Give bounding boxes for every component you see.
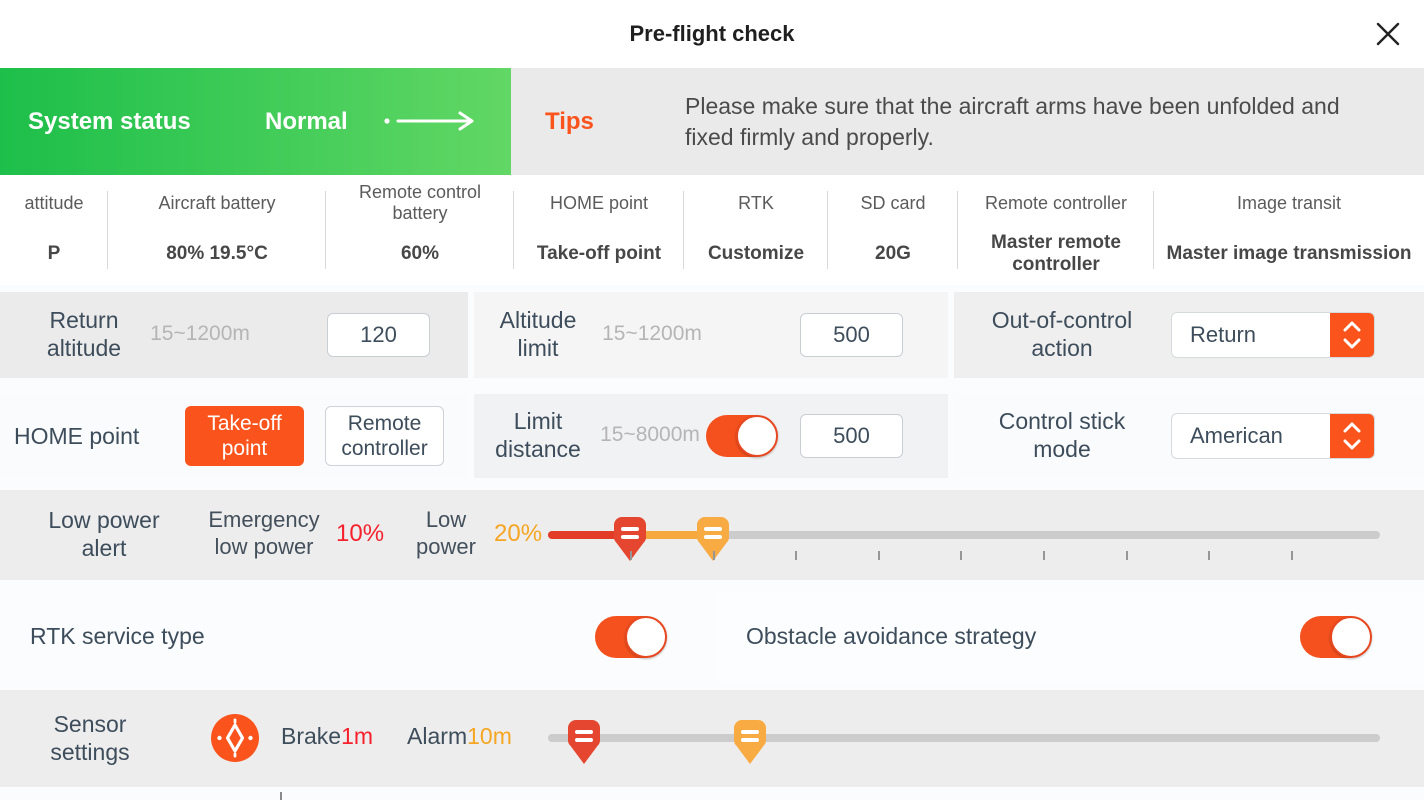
home-point-remote-button[interactable]: Remote controller bbox=[325, 406, 444, 466]
sensor-slider-track[interactable] bbox=[548, 734, 1380, 742]
status-aircraft-battery: Aircraft battery 80% 19.5°C bbox=[108, 175, 326, 285]
partial-tick bbox=[280, 792, 282, 800]
obstacle-avoidance-cell: Obstacle avoidance strategy bbox=[716, 592, 1424, 682]
status-sd-card: SD card 20G bbox=[828, 175, 958, 285]
toggle-knob bbox=[1330, 616, 1372, 658]
low-power-label: Low power bbox=[416, 507, 476, 559]
alarm-value: 10m bbox=[467, 723, 512, 749]
status-rc-battery: Remote control battery 60% bbox=[326, 175, 514, 285]
close-icon[interactable] bbox=[1374, 20, 1402, 48]
status-banner: System status Normal Tips Please make su… bbox=[0, 68, 1424, 175]
out-of-control-select[interactable]: Return bbox=[1171, 312, 1375, 358]
low-power-value: 20% bbox=[494, 520, 543, 547]
status-label: HOME point bbox=[549, 192, 649, 213]
system-status-value: Normal bbox=[265, 108, 348, 135]
brake-label: Brake bbox=[281, 723, 342, 749]
limit-distance-range: 15~8000m bbox=[600, 423, 700, 446]
home-point-cell: HOME point Take-off point Remote control… bbox=[0, 394, 468, 478]
obstacle-sensor-icon[interactable] bbox=[211, 714, 259, 762]
limit-distance-toggle[interactable] bbox=[706, 415, 778, 457]
header: Pre-flight check bbox=[0, 0, 1424, 68]
control-stick-mode-select[interactable]: American bbox=[1171, 413, 1375, 459]
status-value: 60% bbox=[400, 243, 440, 264]
status-bar: attitude P Aircraft battery 80% 19.5°C R… bbox=[0, 175, 1424, 285]
status-value: 80% 19.5°C bbox=[166, 243, 268, 264]
obstacle-avoidance-label: Obstacle avoidance strategy bbox=[746, 623, 1037, 649]
low-power-alert-row: Low power alert Emergency low power 10% … bbox=[0, 490, 1424, 580]
slider-red-segment bbox=[548, 531, 631, 539]
emergency-low-power-slider-handle[interactable] bbox=[613, 516, 647, 562]
home-point-takeoff-button[interactable]: Take-off point bbox=[185, 406, 304, 466]
control-stick-mode-cell: Control stick mode American bbox=[954, 394, 1424, 478]
slider-amber-segment bbox=[630, 531, 714, 539]
tips-panel: Tips Please make sure that the aircraft … bbox=[511, 68, 1424, 175]
status-label: attitude bbox=[24, 192, 84, 213]
status-value: 20G bbox=[875, 243, 911, 264]
low-power-alert-label: Low power alert bbox=[48, 507, 160, 561]
altitude-limit-cell: Altitude limit 15~1200m bbox=[474, 292, 948, 378]
control-stick-mode-selected: American bbox=[1190, 423, 1283, 448]
out-of-control-cell: Out-of-control action Return bbox=[954, 292, 1424, 378]
status-home-point: HOME point Take-off point bbox=[514, 175, 684, 285]
status-attitude: attitude P bbox=[0, 175, 108, 285]
chevron-up-down-icon bbox=[1330, 414, 1374, 458]
status-value: Master image transmission bbox=[1166, 243, 1412, 264]
altitude-limit-label: Altitude limit bbox=[499, 307, 577, 361]
status-value: Customize bbox=[707, 243, 805, 264]
out-of-control-selected: Return bbox=[1190, 322, 1257, 347]
low-power-slider-handle[interactable] bbox=[696, 516, 730, 562]
rtk-service-toggle[interactable] bbox=[595, 616, 667, 658]
status-image-transit: Image transit Master image transmission bbox=[1154, 175, 1424, 285]
limit-distance-input[interactable] bbox=[800, 414, 903, 458]
altitude-limit-input[interactable] bbox=[800, 313, 903, 357]
status-label: Remote control battery bbox=[358, 182, 482, 223]
limit-distance-label: Limit distance bbox=[495, 408, 581, 462]
brake-slider-handle[interactable] bbox=[567, 719, 601, 765]
alarm-label: Alarm bbox=[407, 723, 468, 749]
return-altitude-input[interactable] bbox=[327, 313, 430, 357]
limit-distance-cell: Limit distance 15~8000m bbox=[474, 394, 948, 478]
return-altitude-cell: Return altitude 15~1200m bbox=[0, 292, 468, 378]
tips-message: Please make sure that the aircraft arms … bbox=[685, 93, 1340, 150]
status-value: P bbox=[47, 243, 61, 264]
tips-label: Tips bbox=[545, 108, 594, 135]
status-value: Master remote controller bbox=[991, 232, 1121, 275]
system-status-label: System status bbox=[28, 108, 191, 135]
obstacle-avoidance-toggle[interactable] bbox=[1300, 616, 1372, 658]
arrow-right-icon[interactable] bbox=[383, 111, 479, 136]
rtk-service-cell: RTK service type bbox=[0, 592, 710, 682]
chevron-up-down-icon bbox=[1330, 313, 1374, 357]
status-value: Take-off point bbox=[536, 243, 662, 264]
sensor-settings-row: Sensor settings Brake1m Alarm10m bbox=[0, 690, 1424, 787]
control-stick-mode-label: Control stick mode bbox=[998, 408, 1126, 462]
emergency-low-power-label: Emergency low power bbox=[208, 507, 320, 559]
return-altitude-range: 15~1200m bbox=[150, 322, 250, 345]
out-of-control-label: Out-of-control action bbox=[991, 307, 1133, 361]
status-label: SD card bbox=[860, 192, 926, 213]
brake-value: 1m bbox=[341, 723, 374, 749]
emergency-low-power-value: 10% bbox=[336, 520, 385, 547]
status-label: Image transit bbox=[1236, 192, 1342, 213]
return-altitude-label: Return altitude bbox=[46, 307, 122, 361]
home-point-label: HOME point bbox=[14, 423, 140, 449]
toggle-knob bbox=[625, 616, 667, 658]
system-status-panel[interactable]: System status Normal bbox=[0, 68, 511, 175]
toggle-knob bbox=[736, 415, 778, 457]
status-label: RTK bbox=[738, 192, 774, 213]
status-remote-controller: Remote controller Master remote controll… bbox=[958, 175, 1154, 285]
page-title: Pre-flight check bbox=[629, 21, 795, 46]
rtk-service-label: RTK service type bbox=[30, 623, 205, 649]
status-label: Aircraft battery bbox=[158, 192, 276, 213]
status-label: Remote controller bbox=[984, 192, 1128, 213]
sensor-settings-label: Sensor settings bbox=[50, 711, 130, 765]
alarm-slider-handle[interactable] bbox=[733, 719, 767, 765]
sensor-values: Brake1m Alarm10m bbox=[281, 723, 512, 750]
low-power-slider-track[interactable] bbox=[548, 531, 1380, 539]
altitude-limit-range: 15~1200m bbox=[602, 322, 702, 345]
status-rtk: RTK Customize bbox=[684, 175, 828, 285]
